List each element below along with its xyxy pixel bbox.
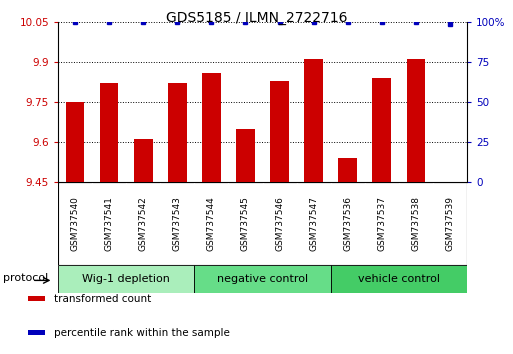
Text: Wig-1 depletion: Wig-1 depletion (82, 274, 170, 284)
Text: GSM737536: GSM737536 (343, 196, 352, 251)
Bar (406, 59, 425, 182)
Text: GSM737542: GSM737542 (139, 196, 148, 251)
Bar (270, 81, 289, 182)
Text: vehicle control: vehicle control (358, 274, 440, 284)
Bar (100, 83, 119, 182)
Bar (66, 102, 85, 182)
Text: GDS5185 / ILMN_2722716: GDS5185 / ILMN_2722716 (166, 11, 347, 25)
Bar (331, 265, 467, 293)
Bar (202, 73, 221, 182)
Text: protocol: protocol (3, 273, 48, 282)
Bar (236, 129, 255, 182)
Text: percentile rank within the sample: percentile rank within the sample (54, 328, 230, 338)
Text: GSM737540: GSM737540 (71, 196, 80, 251)
Text: negative control: negative control (217, 274, 308, 284)
Bar (339, 158, 357, 182)
Text: GSM737537: GSM737537 (377, 196, 386, 251)
Bar (168, 83, 187, 182)
Bar (304, 59, 323, 182)
Bar (194, 265, 331, 293)
Bar (28, 330, 46, 335)
Text: GSM737539: GSM737539 (445, 196, 455, 251)
Text: GSM737547: GSM737547 (309, 196, 318, 251)
Text: GSM737545: GSM737545 (241, 196, 250, 251)
Text: transformed count: transformed count (54, 293, 152, 303)
Bar (28, 296, 46, 301)
Text: GSM737546: GSM737546 (275, 196, 284, 251)
Bar (58, 265, 194, 293)
Bar (372, 78, 391, 182)
Text: GSM737538: GSM737538 (411, 196, 420, 251)
Bar (134, 139, 152, 182)
Text: GSM737544: GSM737544 (207, 196, 216, 251)
Text: GSM737541: GSM737541 (105, 196, 113, 251)
Text: GSM737543: GSM737543 (173, 196, 182, 251)
